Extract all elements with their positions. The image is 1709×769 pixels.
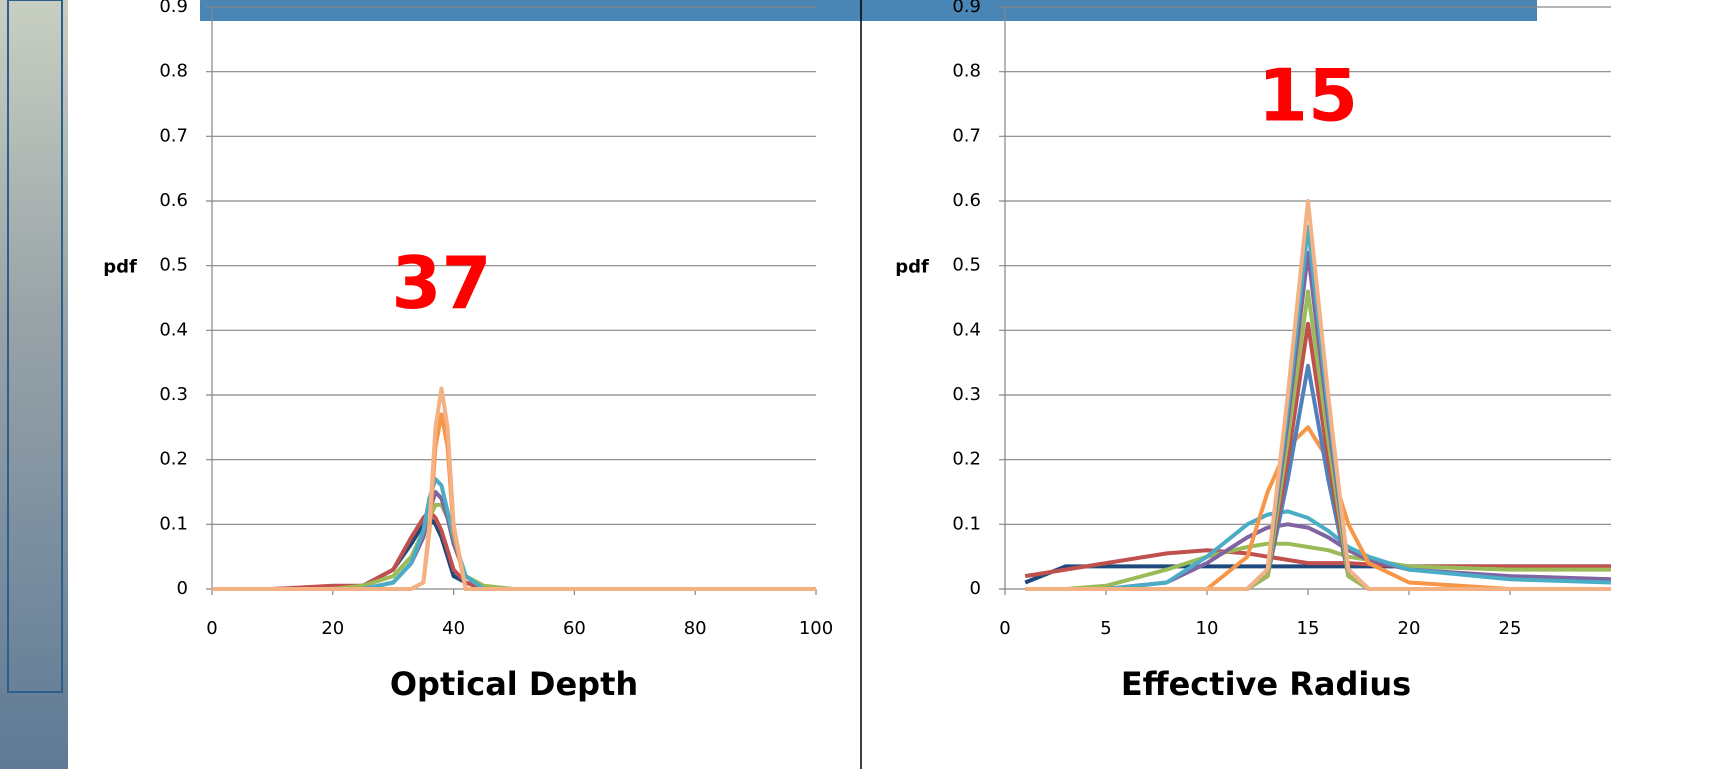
y-tick-label: 0 [177,578,188,599]
series-line [212,511,816,589]
series-line [212,414,816,589]
y-tick-label: 0.9 [952,0,981,17]
y-tick-label: 0.1 [952,513,981,534]
y-tick-label: 0.5 [952,255,981,276]
y-tick-label: 0.9 [159,0,188,17]
title-banner [200,0,1537,21]
x-tick-label: 20 [321,618,344,639]
x-tick-label: 20 [1398,618,1421,639]
y-tick-label: 0.7 [159,125,188,146]
series-line [212,389,816,590]
y-tick-label: 0.6 [952,190,981,211]
y-tick-label: 0.1 [159,513,188,534]
x-tick-label: 5 [1100,618,1111,639]
x-tick-label: 60 [563,618,586,639]
y-tick-label: 0.2 [952,449,981,470]
y-axis-title: pdf [895,257,929,278]
series-line [212,505,816,589]
y-tick-label: 0.4 [952,319,981,340]
series-line [212,479,816,589]
slide: 00.10.20.30.40.50.60.70.80.9020406080100… [0,0,1709,769]
y-tick-label: 0.4 [159,319,188,340]
x-tick-label: 10 [1196,618,1219,639]
y-axis-title: pdf [103,257,137,278]
y-tick-label: 0.5 [159,255,188,276]
y-tick-label: 0.8 [159,61,188,82]
y-tick-label: 0.8 [952,61,981,82]
y-tick-label: 0 [970,578,981,599]
y-tick-label: 0.3 [952,384,981,405]
x-tick-label: 0 [206,618,217,639]
x-axis-title: Effective Radius [1121,665,1411,703]
series-line [212,492,816,589]
series-line [212,518,816,589]
x-tick-label: 80 [684,618,707,639]
y-tick-label: 0.2 [159,449,188,470]
side-photo [0,0,68,769]
y-tick-label: 0.3 [159,384,188,405]
annotation: 37 [391,241,491,325]
annotation: 15 [1258,54,1358,138]
y-tick-label: 0.7 [952,125,981,146]
x-tick-label: 40 [442,618,465,639]
x-tick-label: 15 [1297,618,1320,639]
x-tick-label: 25 [1499,618,1522,639]
x-axis-title: Optical Depth [390,665,638,703]
series-line [1025,550,1611,576]
x-tick-label: 100 [799,618,833,639]
y-tick-label: 0.6 [159,190,188,211]
x-tick-label: 0 [999,618,1010,639]
